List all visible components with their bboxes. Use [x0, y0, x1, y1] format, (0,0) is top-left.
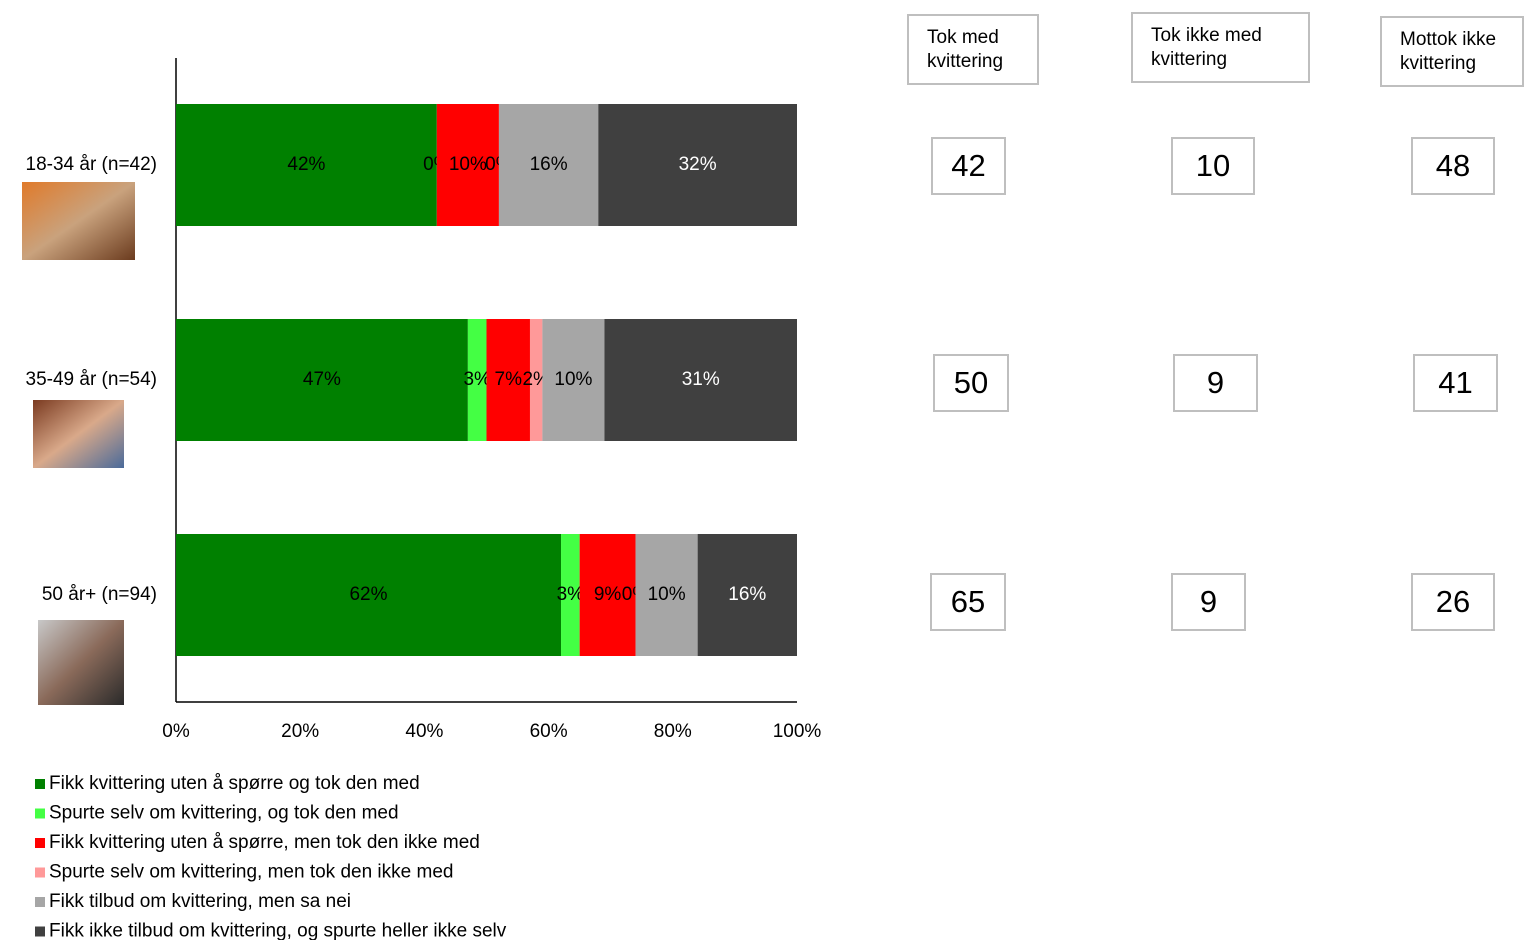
bar-segment	[697, 534, 797, 656]
x-tick-label: 40%	[405, 721, 443, 742]
value-label: 9%	[594, 584, 622, 605]
photo	[22, 182, 135, 260]
category-label: 18-34 år (n=42)	[26, 154, 158, 175]
legend-label: Fikk tilbud om kvittering, men sa nei	[49, 891, 351, 912]
bar-segment	[176, 319, 468, 441]
bar-segment	[598, 104, 797, 226]
value-box: 9	[1171, 573, 1246, 631]
photo	[38, 620, 124, 705]
value-label: 7%	[495, 369, 523, 390]
bar-segment	[176, 534, 562, 656]
x-tick-label: 60%	[530, 721, 568, 742]
column-header: Tok med kvittering	[907, 14, 1039, 85]
column-header: Tok ikke med kvittering	[1131, 12, 1310, 83]
value-label: 16%	[530, 154, 568, 175]
bar-segment	[486, 319, 530, 441]
x-tick-label: 100%	[773, 721, 822, 742]
bar-segment	[561, 534, 580, 656]
bar-segment	[498, 104, 599, 226]
legend-label: Fikk ikke tilbud om kvittering, og spurt…	[49, 921, 507, 940]
bar-segment	[176, 104, 437, 226]
category-label: 50 år+ (n=94)	[42, 584, 157, 605]
legend-swatch	[35, 808, 45, 819]
value-box: 65	[930, 573, 1006, 631]
bar-segment	[467, 319, 487, 441]
value-label: 32%	[679, 154, 717, 175]
legend-label: Fikk kvittering uten å spørre, men tok d…	[49, 832, 480, 853]
value-label: 10%	[449, 154, 487, 175]
bar-segment	[529, 319, 543, 441]
bar-segment	[436, 104, 499, 226]
value-label: 3%	[557, 584, 585, 605]
value-box: 41	[1413, 354, 1498, 412]
value-box: 9	[1173, 354, 1258, 412]
value-box: 50	[933, 354, 1009, 412]
value-label: 62%	[349, 584, 387, 605]
x-tick-label: 80%	[654, 721, 692, 742]
legend-swatch	[35, 779, 45, 789]
category-label: 35-49 år (n=54)	[26, 369, 158, 390]
value-label: 47%	[303, 369, 341, 390]
value-box: 48	[1411, 137, 1495, 195]
value-label: 42%	[287, 154, 325, 175]
column-header: Mottok ikke kvittering	[1380, 16, 1524, 87]
x-tick-label: 0%	[162, 721, 190, 742]
value-box: 26	[1411, 573, 1495, 631]
legend-swatch	[35, 867, 45, 878]
legend-label: Fikk kvittering uten å spørre og tok den…	[49, 773, 420, 794]
legend-label: Spurte selv om kvittering, og tok den me…	[49, 803, 399, 824]
bar-segment	[635, 534, 698, 656]
value-label: 31%	[682, 369, 720, 390]
value-label: 10%	[648, 584, 686, 605]
bar-segment	[579, 534, 636, 656]
value-label: 10%	[554, 369, 592, 390]
value-label: 3%	[463, 369, 491, 390]
legend-swatch	[35, 926, 45, 937]
x-tick-label: 20%	[281, 721, 319, 742]
legend-swatch	[35, 897, 45, 907]
bar-segment	[542, 319, 605, 441]
bar-segment	[604, 319, 797, 441]
value-label: 16%	[728, 584, 766, 605]
photo	[33, 400, 124, 468]
value-box: 10	[1171, 137, 1255, 195]
legend-swatch	[35, 838, 45, 848]
value-box: 42	[931, 137, 1006, 195]
legend-label: Spurte selv om kvittering, men tok den i…	[49, 862, 453, 883]
